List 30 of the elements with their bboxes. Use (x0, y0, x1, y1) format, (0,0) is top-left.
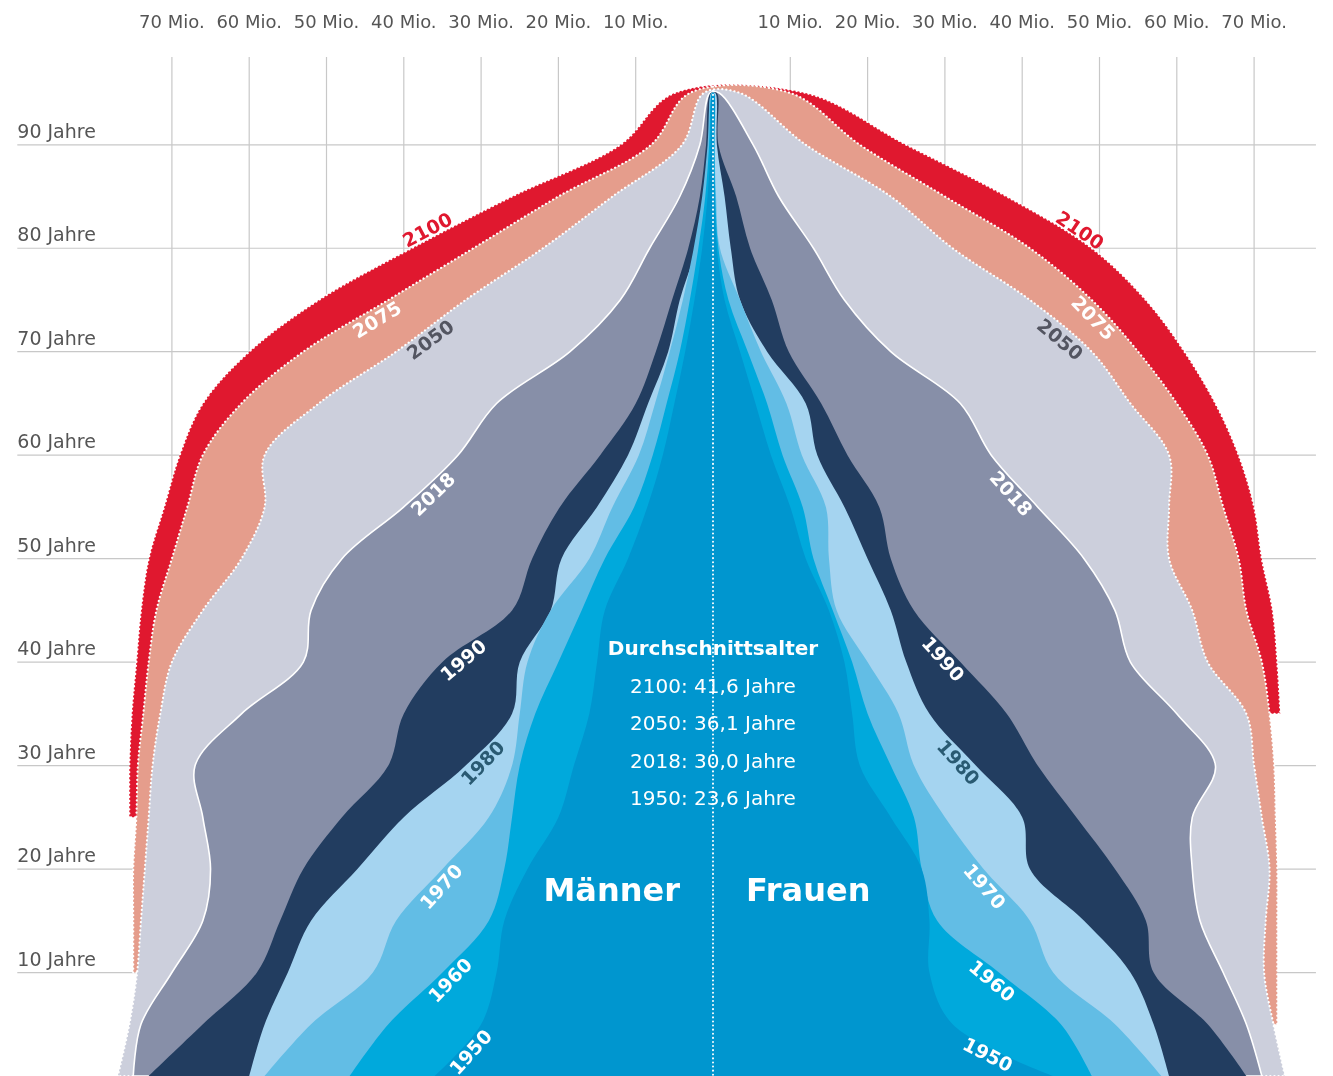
y-tick-label: 20 Jahre (17, 844, 96, 867)
y-tick-label: 50 Jahre (17, 533, 96, 556)
y-tick-label: 90 Jahre (17, 119, 96, 142)
x-tick-label: 60 Mio. (216, 11, 282, 32)
x-tick-label: 60 Mio. (1144, 11, 1210, 32)
annotation: Durchschnittsalter (607, 636, 819, 660)
x-tick-label: 30 Mio. (448, 11, 514, 32)
y-tick-label: 40 Jahre (17, 637, 96, 660)
x-tick-label: 30 Mio. (912, 11, 978, 32)
x-tick-label: 10 Mio. (757, 11, 824, 32)
y-tick-label: 30 Jahre (17, 740, 96, 763)
y-tick-label: 60 Jahre (17, 430, 96, 453)
annotation: Frauen (746, 871, 871, 909)
annotation: 2018: 30,0 Jahre (630, 748, 796, 773)
x-tick-label: 50 Mio. (1066, 11, 1133, 32)
y-tick-label: 10 Jahre (17, 947, 96, 970)
annotation: 2100: 41,6 Jahre (630, 673, 796, 698)
annotation: 1950: 23,6 Jahre (630, 786, 796, 810)
x-tick-label: 70 Mio. (1221, 11, 1287, 32)
x-tick-label: 20 Mio. (525, 11, 592, 32)
x-tick-label: 20 Mio. (834, 11, 901, 32)
annotation: 2050: 36,1 Jahre (630, 711, 796, 735)
annotation: Männer (543, 871, 681, 909)
y-tick-label: 70 Jahre (17, 326, 96, 349)
x-tick-label: 70 Mio. (139, 11, 205, 32)
x-tick-label: 10 Mio. (602, 11, 669, 32)
y-tick-label: 80 Jahre (17, 223, 96, 246)
x-tick-label: 40 Mio. (371, 11, 437, 32)
x-tick-label: 50 Mio. (293, 11, 360, 32)
x-tick-label: 40 Mio. (989, 11, 1055, 32)
